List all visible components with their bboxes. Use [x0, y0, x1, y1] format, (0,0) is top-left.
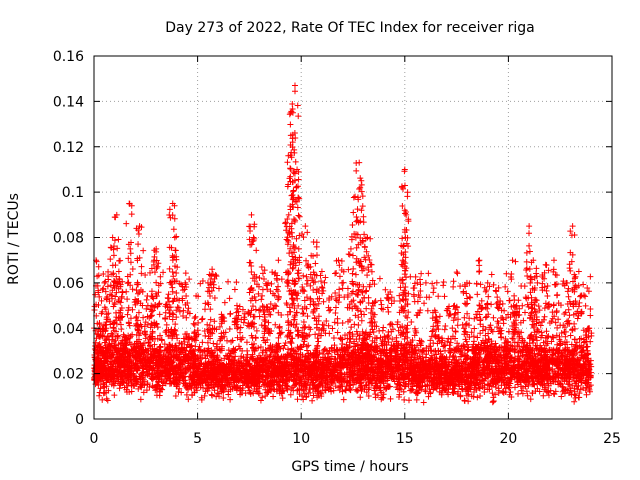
data-point: [209, 392, 216, 399]
data-point: [540, 392, 547, 399]
data-point: [413, 396, 420, 403]
data-point: [294, 396, 301, 403]
data-point: [401, 396, 408, 403]
data-point: [450, 389, 457, 396]
data-point: [583, 391, 590, 398]
data-point: [568, 341, 575, 348]
data-point: [309, 397, 316, 404]
data-point: [527, 396, 534, 403]
data-point: [270, 393, 277, 400]
data-point: [541, 386, 548, 393]
data-point: [227, 396, 234, 403]
data-point: [137, 396, 144, 403]
data-point: [279, 395, 286, 402]
data-point: [571, 398, 578, 405]
data-point: [214, 390, 221, 397]
data-point: [465, 398, 472, 405]
data-point: [387, 395, 394, 402]
data-point: [489, 390, 496, 397]
data-point: [124, 382, 131, 389]
data-points: [91, 82, 595, 406]
data-point: [558, 393, 565, 400]
data-point: [340, 396, 347, 403]
data-point: [183, 391, 190, 398]
data-point: [111, 392, 118, 399]
data-point: [477, 393, 484, 400]
data-point: [172, 393, 179, 400]
data-point: [489, 399, 496, 406]
data-point: [175, 389, 182, 396]
data-point: [523, 388, 530, 395]
data-point: [551, 391, 558, 398]
data-point: [357, 394, 364, 401]
data-point: [415, 346, 422, 353]
data-point: [99, 396, 106, 403]
data-point: [420, 399, 427, 406]
data-point: [257, 397, 264, 404]
data-point: [185, 396, 192, 403]
data-point: [474, 394, 481, 401]
